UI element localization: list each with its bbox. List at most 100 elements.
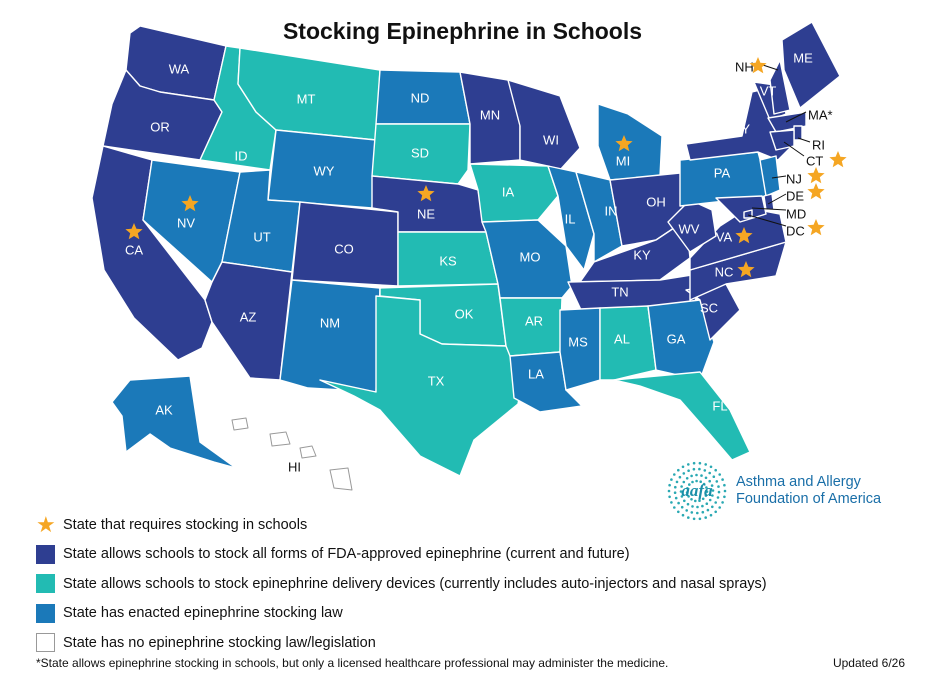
- state-label-mi: MI: [616, 153, 630, 168]
- state-label-tn: TN: [611, 284, 628, 299]
- state-label-or: OR: [150, 119, 170, 134]
- state-label-nj: NJ: [786, 171, 802, 186]
- aafa-logo-mark: aafa: [667, 461, 727, 521]
- state-label-mn: MN: [480, 107, 500, 122]
- state-label-la: LA: [528, 366, 544, 381]
- state-label-al: AL: [614, 331, 630, 346]
- state-label-dc: DC: [786, 223, 805, 238]
- state-label-ne: NE: [417, 206, 435, 221]
- state-dc: [743, 209, 753, 219]
- state-label-mt: MT: [297, 91, 316, 106]
- state-va: [689, 207, 787, 271]
- state-label-nc: NC: [715, 264, 734, 279]
- state-label-ct: CT: [806, 153, 823, 168]
- state-label-ma: MA*: [808, 107, 833, 122]
- state-label-ut: UT: [253, 229, 270, 244]
- star-icon-nv: [181, 195, 199, 212]
- state-nh: [769, 59, 791, 115]
- leader-line-ri: [797, 137, 811, 143]
- legend-row-star: ★ State that requires stocking in school…: [36, 510, 767, 540]
- leader-line-dc: [747, 214, 787, 227]
- state-label-nd: ND: [411, 90, 430, 105]
- state-label-ia: IA: [502, 184, 515, 199]
- state-fl: [613, 371, 751, 461]
- legend-label-dark: State allows schools to stock all forms …: [63, 546, 630, 563]
- legend-swatch-blue: [36, 603, 55, 623]
- star-icon-mi: [615, 135, 633, 152]
- state-label-mo: MO: [520, 249, 541, 264]
- star-icon-ne: [417, 185, 435, 202]
- state-label-ar: AR: [525, 313, 543, 328]
- state-label-ky: KY: [633, 247, 651, 262]
- state-label-hi: HI: [288, 459, 301, 474]
- star-icon: ★: [36, 512, 56, 538]
- state-label-co: CO: [334, 241, 354, 256]
- state-de: [763, 193, 775, 211]
- state-label-ms: MS: [568, 334, 588, 349]
- legend-label-none: State has no epinephrine stocking law/le…: [63, 634, 376, 651]
- state-tx: [319, 295, 525, 477]
- state-label-de: DE: [786, 188, 804, 203]
- star-icon-va: [735, 227, 753, 244]
- state-az: [204, 261, 293, 381]
- legend: ★ State that requires stocking in school…: [36, 510, 767, 658]
- legend-row-none: State has no epinephrine stocking law/le…: [36, 628, 767, 658]
- leader-line-nj: [771, 175, 787, 179]
- state-label-oh: OH: [646, 194, 666, 209]
- state-label-tx: TX: [428, 373, 445, 388]
- star-icon-dc: [807, 219, 825, 236]
- legend-label-teal: State allows schools to stock epinephrin…: [63, 575, 767, 592]
- state-label-nh: NH: [735, 59, 754, 74]
- updated-date: Updated 6/26: [832, 656, 905, 670]
- state-sd: [371, 123, 471, 185]
- state-label-wv: WV: [679, 221, 700, 236]
- states-layer: [91, 21, 841, 491]
- state-ms: [559, 307, 601, 391]
- requirement-stars: [125, 57, 847, 278]
- state-label-ga: GA: [667, 331, 686, 346]
- logo-line-2: Foundation of America: [736, 491, 882, 507]
- state-label-fl: FL: [712, 398, 727, 413]
- state-label-wa: WA: [169, 61, 190, 76]
- state-ga: [647, 299, 715, 381]
- state-nm: [279, 279, 381, 393]
- leader-line-de: [767, 193, 787, 205]
- star-icon-nj: [807, 167, 825, 184]
- leader-line-md: [751, 207, 787, 211]
- state-label-sd: SD: [411, 145, 429, 160]
- legend-row-blue: State has enacted epinephrine stocking l…: [36, 599, 767, 629]
- state-label-ca: CA: [125, 242, 143, 257]
- state-label-pa: PA: [714, 165, 731, 180]
- star-icon-nc: [737, 261, 755, 278]
- state-me: [781, 21, 841, 109]
- state-label-wi: WI: [543, 132, 559, 147]
- state-label-nm: NM: [320, 315, 340, 330]
- state-label-az: AZ: [240, 309, 257, 324]
- state-label-va: VA: [716, 229, 733, 244]
- state-label-ny: NY: [732, 121, 750, 136]
- legend-label-star: State that requires stocking in schools: [63, 516, 308, 533]
- legend-swatch-teal: [36, 574, 55, 594]
- state-ak: [111, 375, 237, 469]
- legend-swatch-none: [36, 633, 55, 653]
- state-al: [599, 305, 657, 381]
- callout-leaders: [747, 63, 811, 227]
- star-icon-nh: [749, 57, 767, 74]
- star-icon-ct: [829, 151, 847, 168]
- map-title: Stocking Epinephrine in Schools: [282, 18, 643, 44]
- logo-line-1: Asthma and Allergy: [736, 474, 861, 490]
- state-in: [575, 171, 623, 263]
- state-hi: [231, 417, 353, 491]
- star-icon-de: [807, 183, 825, 200]
- state-label-ks: KS: [439, 253, 457, 268]
- legend-swatch-dark: [36, 544, 55, 564]
- state-label-nv: NV: [177, 215, 195, 230]
- legend-row-teal: State allows schools to stock epinephrin…: [36, 569, 767, 599]
- state-nj: [759, 155, 781, 197]
- aafa-logo-text: Asthma and Allergy Foundation of America: [736, 474, 881, 508]
- state-label-ok: OK: [455, 306, 474, 321]
- aafa-logo: aafa Asthma and Allergy Foundation of Am…: [666, 460, 881, 522]
- state-label-id: ID: [235, 148, 248, 163]
- state-ri: [793, 125, 803, 141]
- footnote: *State allows epinephrine stocking in sc…: [36, 656, 669, 670]
